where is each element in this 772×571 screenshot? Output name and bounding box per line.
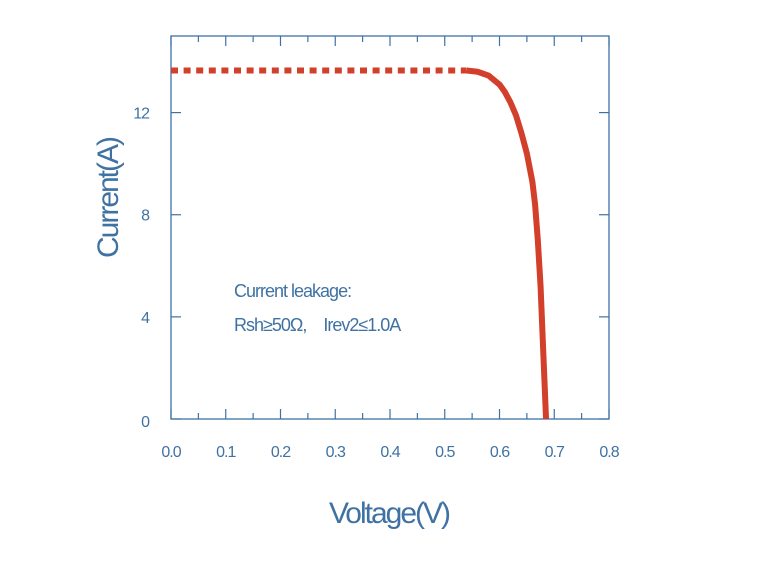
annotation-rsh-irev: Rsh≥50Ω, Irev2≤1.0A [234,315,401,335]
x-axis-title: Voltage(V) [329,497,450,530]
iv-curve-knee-segment [466,67,550,420]
x-tick-label: 0.8 [599,444,619,461]
x-tick-label: 0.2 [271,444,291,461]
y-tick-label: 0 [141,414,150,431]
annotation-current-leakage: Current leakage: [234,281,351,301]
x-tick-label: 0.0 [161,444,181,461]
x-tick-label: 0.3 [326,444,346,461]
x-tick-label: 0.7 [545,444,565,461]
x-tick-label: 0.5 [435,444,455,461]
y-tick-label: 4 [141,310,150,327]
y-tick-label: 8 [141,208,150,225]
x-tick-label: 0.4 [380,444,400,461]
x-tick-label: 0.1 [216,444,236,461]
y-tick-label: 12 [133,106,150,123]
x-tick-label: 0.6 [490,444,510,461]
y-axis-title: Current(A) [92,137,125,258]
